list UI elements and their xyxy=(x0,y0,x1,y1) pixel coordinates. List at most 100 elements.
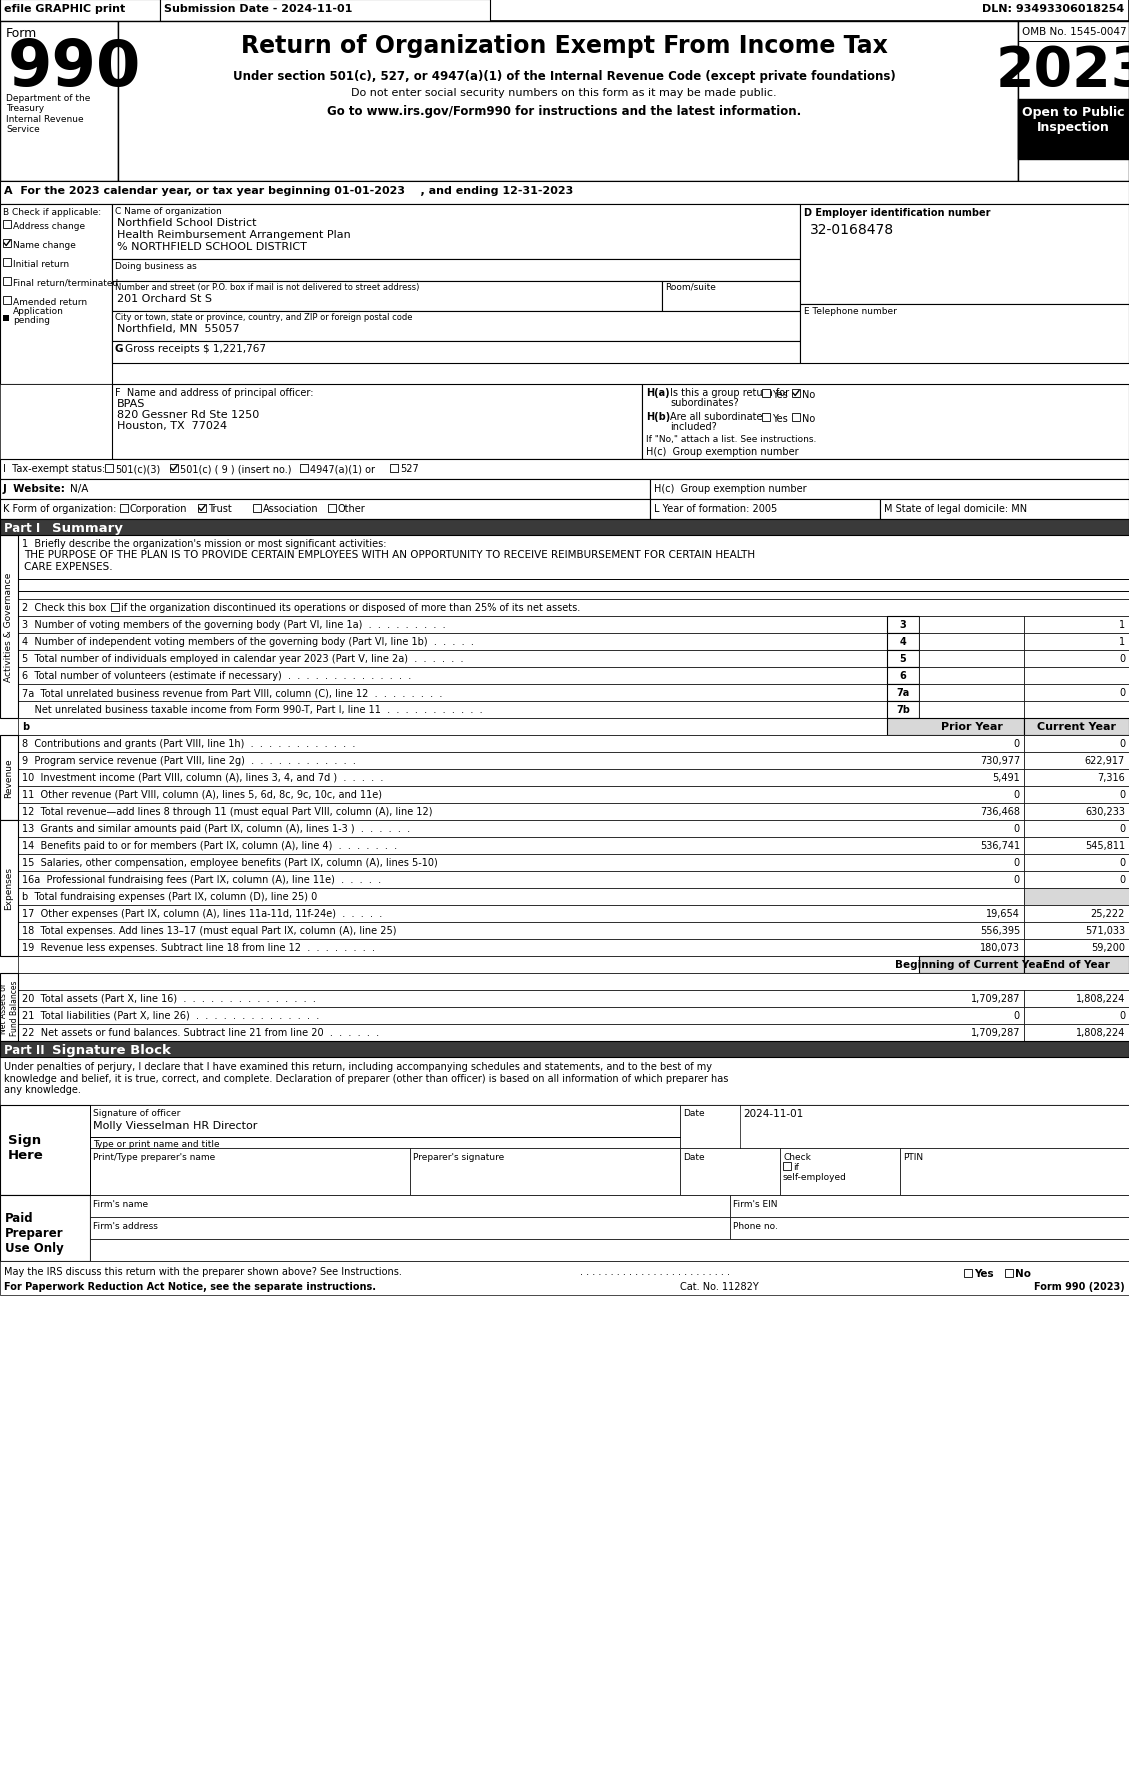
Text: Activities & Governance: Activities & Governance xyxy=(5,572,14,683)
Text: 730,977: 730,977 xyxy=(980,756,1019,766)
Text: Part II: Part II xyxy=(5,1044,45,1057)
Text: 7a: 7a xyxy=(896,688,910,697)
Text: H(a): H(a) xyxy=(646,388,669,397)
Bar xyxy=(887,684,919,702)
Bar xyxy=(18,1007,1024,1025)
Text: Date: Date xyxy=(683,1153,704,1162)
Bar xyxy=(18,770,1024,786)
Bar xyxy=(18,668,887,684)
Text: 501(c) ( 9 ) (insert no.): 501(c) ( 9 ) (insert no.) xyxy=(180,463,291,474)
Text: 5: 5 xyxy=(900,654,907,663)
Text: 527: 527 xyxy=(400,463,419,474)
Bar xyxy=(119,21,1018,182)
Bar xyxy=(0,1041,1129,1057)
Text: b  Total fundraising expenses (Part IX, column (D), line 25) 0: b Total fundraising expenses (Part IX, c… xyxy=(21,891,317,902)
Bar xyxy=(3,221,11,228)
Bar xyxy=(680,1105,1129,1148)
Text: 736,468: 736,468 xyxy=(980,807,1019,816)
Bar xyxy=(662,282,800,312)
Bar xyxy=(1024,718,1129,736)
Text: H(c)  Group exemption number: H(c) Group exemption number xyxy=(654,483,806,494)
Text: 556,395: 556,395 xyxy=(980,925,1019,936)
Bar xyxy=(0,205,112,385)
Text: 7,316: 7,316 xyxy=(1097,773,1124,782)
Bar xyxy=(18,752,1024,770)
Text: 19  Revenue less expenses. Subtract line 18 from line 12  .  .  .  .  .  .  .  .: 19 Revenue less expenses. Subtract line … xyxy=(21,943,375,952)
Bar xyxy=(1024,991,1129,1007)
Text: 4  Number of independent voting members of the governing body (Part VI, line 1b): 4 Number of independent voting members o… xyxy=(21,636,474,647)
Bar xyxy=(919,957,1024,973)
Text: No: No xyxy=(1015,1269,1031,1278)
Bar xyxy=(1024,923,1129,939)
Text: No: No xyxy=(802,413,815,424)
Bar xyxy=(642,385,1129,460)
Bar xyxy=(0,973,18,1041)
Bar xyxy=(18,1025,1024,1041)
Text: % NORTHFIELD SCHOOL DISTRICT: % NORTHFIELD SCHOOL DISTRICT xyxy=(117,242,307,251)
Text: 0: 0 xyxy=(1014,1010,1019,1021)
Bar xyxy=(112,342,800,364)
Text: Is this a group return for: Is this a group return for xyxy=(669,388,789,397)
Text: Amended return: Amended return xyxy=(14,298,87,307)
Bar xyxy=(18,684,887,702)
Bar xyxy=(1024,957,1129,973)
Bar xyxy=(919,668,1024,684)
Bar xyxy=(0,21,119,182)
Text: Do not enter social security numbers on this form as it may be made public.: Do not enter social security numbers on … xyxy=(351,87,777,98)
Text: Trust: Trust xyxy=(208,504,231,513)
Bar xyxy=(0,536,18,601)
Text: 0: 0 xyxy=(1119,875,1124,884)
Bar xyxy=(329,504,336,513)
Bar xyxy=(762,390,770,397)
Text: Part I: Part I xyxy=(5,522,41,535)
Bar xyxy=(887,650,919,668)
Bar xyxy=(18,973,1129,991)
Text: 0: 0 xyxy=(1119,823,1124,834)
Bar xyxy=(111,604,119,611)
Bar xyxy=(18,871,1024,889)
Bar xyxy=(1024,617,1129,634)
Text: Form 990 (2023): Form 990 (2023) xyxy=(1034,1281,1124,1292)
Text: 2  Check this box: 2 Check this box xyxy=(21,602,106,613)
Bar xyxy=(0,460,1129,479)
Bar xyxy=(1024,838,1129,855)
Text: 20  Total assets (Part X, line 16)  .  .  .  .  .  .  .  .  .  .  .  .  .  .  .: 20 Total assets (Part X, line 16) . . . … xyxy=(21,993,316,1003)
Text: Current Year: Current Year xyxy=(1038,722,1115,732)
Text: Date: Date xyxy=(683,1108,704,1117)
Bar xyxy=(1024,684,1129,702)
Bar xyxy=(887,718,1024,736)
Text: D Employer identification number: D Employer identification number xyxy=(804,208,990,217)
Bar xyxy=(18,536,1129,601)
Bar xyxy=(919,650,1024,668)
Bar xyxy=(18,820,1024,838)
Text: 6: 6 xyxy=(900,670,907,681)
Text: Beginning of Current Year: Beginning of Current Year xyxy=(895,959,1048,969)
Text: 2024-11-01: 2024-11-01 xyxy=(743,1108,803,1119)
Text: Sign
Here: Sign Here xyxy=(8,1133,44,1162)
Text: 0: 0 xyxy=(1119,857,1124,868)
Text: THE PURPOSE OF THE PLAN IS TO PROVIDE CERTAIN EMPLOYEES WITH AN OPPORTUNITY TO R: THE PURPOSE OF THE PLAN IS TO PROVIDE CE… xyxy=(24,549,755,572)
Text: E Telephone number: E Telephone number xyxy=(804,307,896,315)
Text: 630,233: 630,233 xyxy=(1085,807,1124,816)
Bar xyxy=(900,1148,1129,1196)
Bar xyxy=(1024,905,1129,923)
Text: PTIN: PTIN xyxy=(903,1153,924,1162)
Text: K Form of organization:: K Form of organization: xyxy=(3,504,116,513)
Bar xyxy=(919,702,1024,718)
Text: 4: 4 xyxy=(900,636,907,647)
Text: May the IRS discuss this return with the preparer shown above? See Instructions.: May the IRS discuss this return with the… xyxy=(5,1267,402,1276)
Bar xyxy=(1024,736,1129,752)
Bar xyxy=(762,413,770,422)
Text: Gross receipts $ 1,221,767: Gross receipts $ 1,221,767 xyxy=(125,344,266,355)
Text: 18  Total expenses. Add lines 13–17 (must equal Part IX, column (A), line 25): 18 Total expenses. Add lines 13–17 (must… xyxy=(21,925,396,936)
Bar xyxy=(18,718,887,736)
Bar xyxy=(0,1196,90,1262)
Bar xyxy=(90,1238,1129,1262)
Text: 7a  Total unrelated business revenue from Part VIII, column (C), line 12  .  .  : 7a Total unrelated business revenue from… xyxy=(21,688,443,697)
Bar xyxy=(0,536,18,718)
Bar xyxy=(105,465,113,472)
Bar xyxy=(887,668,919,684)
Text: 25,222: 25,222 xyxy=(1091,909,1124,918)
Bar xyxy=(90,1148,410,1196)
Bar xyxy=(3,298,11,305)
